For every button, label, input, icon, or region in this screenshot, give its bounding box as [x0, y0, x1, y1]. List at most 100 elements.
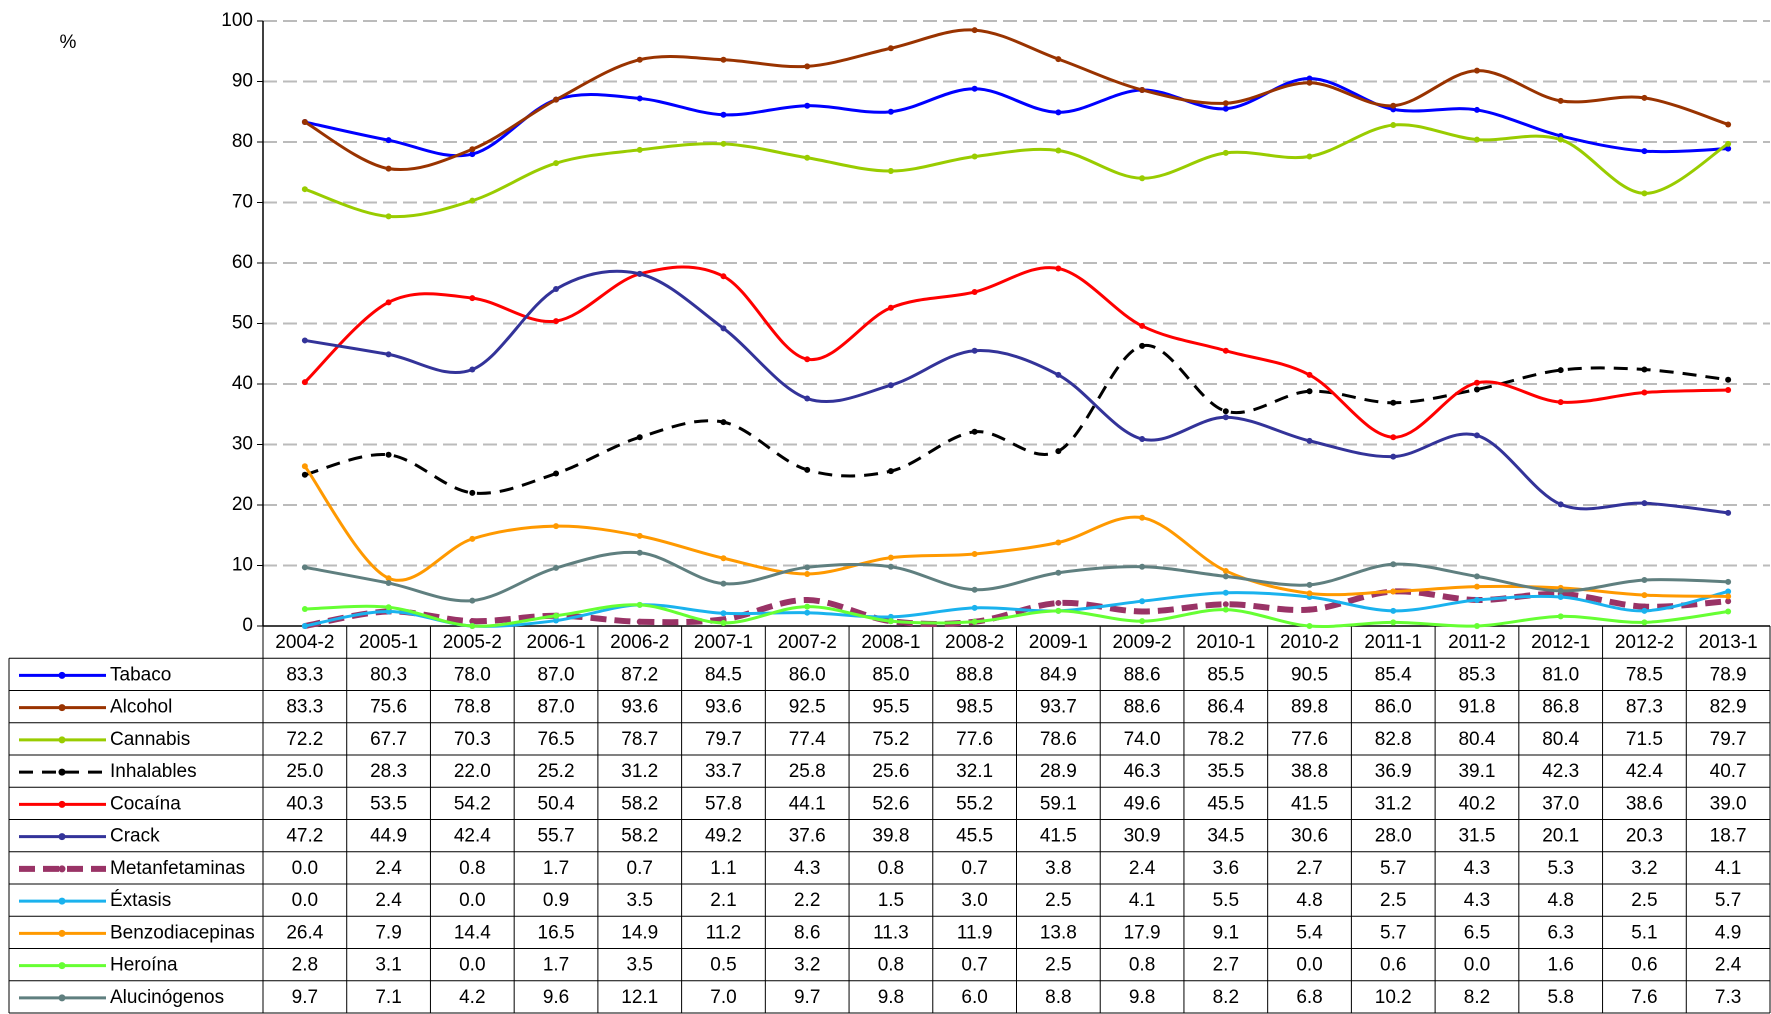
point-marker: [887, 613, 894, 620]
table-cell: 11.2: [706, 922, 742, 943]
table-cell: 0.8: [878, 955, 904, 976]
point-marker: [553, 160, 560, 167]
point-marker: [1473, 136, 1480, 143]
table-cell: 6.5: [1464, 922, 1490, 943]
point-marker: [636, 146, 643, 153]
table-cell: 44.9: [370, 826, 407, 847]
table-cell: 79.7: [1710, 729, 1747, 750]
table-cell: 74.0: [1124, 729, 1161, 750]
table-cell: 2.7: [1296, 858, 1322, 879]
point-marker: [1473, 379, 1480, 386]
table-cell: 0.0: [1464, 955, 1490, 976]
point-marker: [971, 428, 978, 435]
x-tick-label: 2013-1: [1699, 632, 1758, 653]
table-cell: 25.0: [286, 761, 323, 782]
legend-label: Metanfetaminas: [110, 858, 245, 879]
table-cell: 91.8: [1458, 697, 1495, 718]
point-marker: [1055, 56, 1062, 63]
table-cell: 32.1: [956, 761, 993, 782]
series-line: [304, 603, 1729, 628]
series-line: [304, 550, 1729, 603]
table-cell: 5.5: [1213, 890, 1239, 911]
table-cell: 85.5: [1207, 664, 1244, 685]
point-marker: [804, 356, 811, 363]
point-marker: [1222, 567, 1229, 574]
table-cell: 39.8: [872, 826, 909, 847]
table-cell: 11.9: [957, 922, 993, 943]
series-line: [304, 28, 1729, 171]
x-tick-label: 2009-2: [1112, 632, 1171, 653]
table-cell: 90.5: [1291, 664, 1328, 685]
point-marker: [1306, 388, 1313, 395]
table-cell: 30.9: [1124, 826, 1161, 847]
table-cell: 9.8: [878, 987, 904, 1008]
point-marker: [553, 564, 560, 571]
point-marker: [804, 609, 811, 616]
y-axis-label: %: [60, 32, 77, 53]
legend-marker: [58, 833, 66, 841]
table-cell: 5.7: [1380, 858, 1406, 879]
point-marker: [469, 151, 476, 158]
point-marker: [301, 119, 308, 126]
point-marker: [1557, 501, 1564, 508]
legend-label: Crack: [110, 826, 160, 847]
point-marker: [720, 580, 727, 587]
table-cell: 78.0: [454, 664, 491, 685]
table-cell: 82.9: [1710, 697, 1747, 718]
point-marker: [1725, 598, 1732, 605]
table-cell: 5.7: [1715, 890, 1741, 911]
table-cell: 77.6: [956, 729, 993, 750]
table-cell: 0.6: [1380, 955, 1406, 976]
point-marker: [1306, 371, 1313, 378]
table-cell: 38.6: [1626, 793, 1663, 814]
point-marker: [1725, 588, 1732, 595]
table-cell: 45.5: [1207, 793, 1244, 814]
point-marker: [720, 273, 727, 280]
table-cell: 37.6: [789, 826, 826, 847]
table-cell: 42.3: [1542, 761, 1579, 782]
table-cell: 71.5: [1626, 729, 1663, 750]
point-marker: [553, 617, 560, 624]
y-tick-label: 100: [221, 10, 253, 31]
legend-label: Heroína: [110, 955, 178, 976]
table-cell: 86.4: [1207, 697, 1244, 718]
table-cell: 2.5: [1380, 890, 1406, 911]
x-tick-label: 2012-2: [1615, 632, 1674, 653]
point-marker: [1725, 387, 1732, 394]
point-marker: [1222, 589, 1229, 596]
x-tick-label: 2008-1: [861, 632, 920, 653]
table-cell: 89.8: [1291, 697, 1328, 718]
table-cell: 85.3: [1458, 664, 1495, 685]
point-marker: [1139, 175, 1146, 182]
point-marker: [1557, 613, 1564, 620]
table-cell: 8.2: [1213, 987, 1239, 1008]
table-cell: 4.2: [459, 987, 485, 1008]
table-cell: 9.7: [292, 987, 318, 1008]
table-cell: 78.8: [454, 697, 491, 718]
legend-label: Alucinógenos: [110, 987, 224, 1008]
point-marker: [636, 56, 643, 63]
table-cell: 52.6: [872, 793, 909, 814]
table-cell: 59.1: [1040, 793, 1077, 814]
point-marker: [469, 197, 476, 204]
point-marker: [553, 286, 560, 293]
point-marker: [804, 564, 811, 571]
point-marker: [887, 304, 894, 311]
table-cell: 78.6: [1040, 729, 1077, 750]
point-marker: [469, 295, 476, 302]
point-marker: [1390, 122, 1397, 129]
table-cell: 83.3: [286, 697, 323, 718]
table-cell: 2.8: [292, 955, 318, 976]
table-cell: 88.8: [956, 664, 993, 685]
point-marker: [636, 532, 643, 539]
point-marker: [1055, 539, 1062, 546]
point-marker: [469, 146, 476, 153]
table-cell: 78.5: [1626, 664, 1663, 685]
table-cell: 3.2: [794, 955, 820, 976]
legend-marker: [58, 962, 66, 970]
x-tick-label: 2011-2: [1448, 632, 1506, 653]
table-cell: 31.5: [1458, 826, 1495, 847]
point-marker: [720, 56, 727, 63]
table-cell: 92.5: [789, 697, 826, 718]
point-marker: [887, 168, 894, 175]
